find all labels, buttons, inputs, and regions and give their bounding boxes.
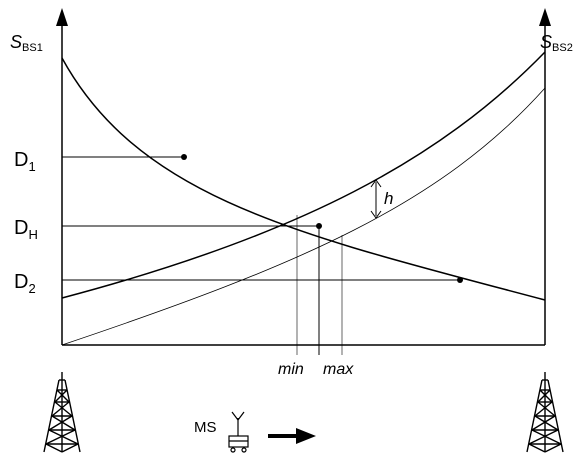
left-axis [56,8,68,345]
bs1-signal-curve [61,57,546,301]
arrow-right-icon [268,428,316,444]
dh-label: DH [14,217,38,242]
radio-tower-icon [526,372,564,453]
d2-point [457,277,463,283]
d2-label: D2 [14,271,36,296]
bs2-hysteresis-curve [61,87,546,346]
bs2-signal-curve [61,51,546,299]
left-axis-label: SBS1 [10,32,43,54]
mobile-station-label: MS [194,419,217,436]
hysteresis-arrow [370,179,382,219]
max-label: max [323,361,354,378]
right-axis-label: SBS2 [540,32,573,54]
min-label: min [278,361,304,378]
right-axis [539,8,551,345]
radio-tower-icon [43,372,81,453]
d1-point [181,154,187,160]
mobile-station-icon [228,411,249,453]
hysteresis-label: h [384,189,393,208]
d1-label: D1 [14,149,36,174]
